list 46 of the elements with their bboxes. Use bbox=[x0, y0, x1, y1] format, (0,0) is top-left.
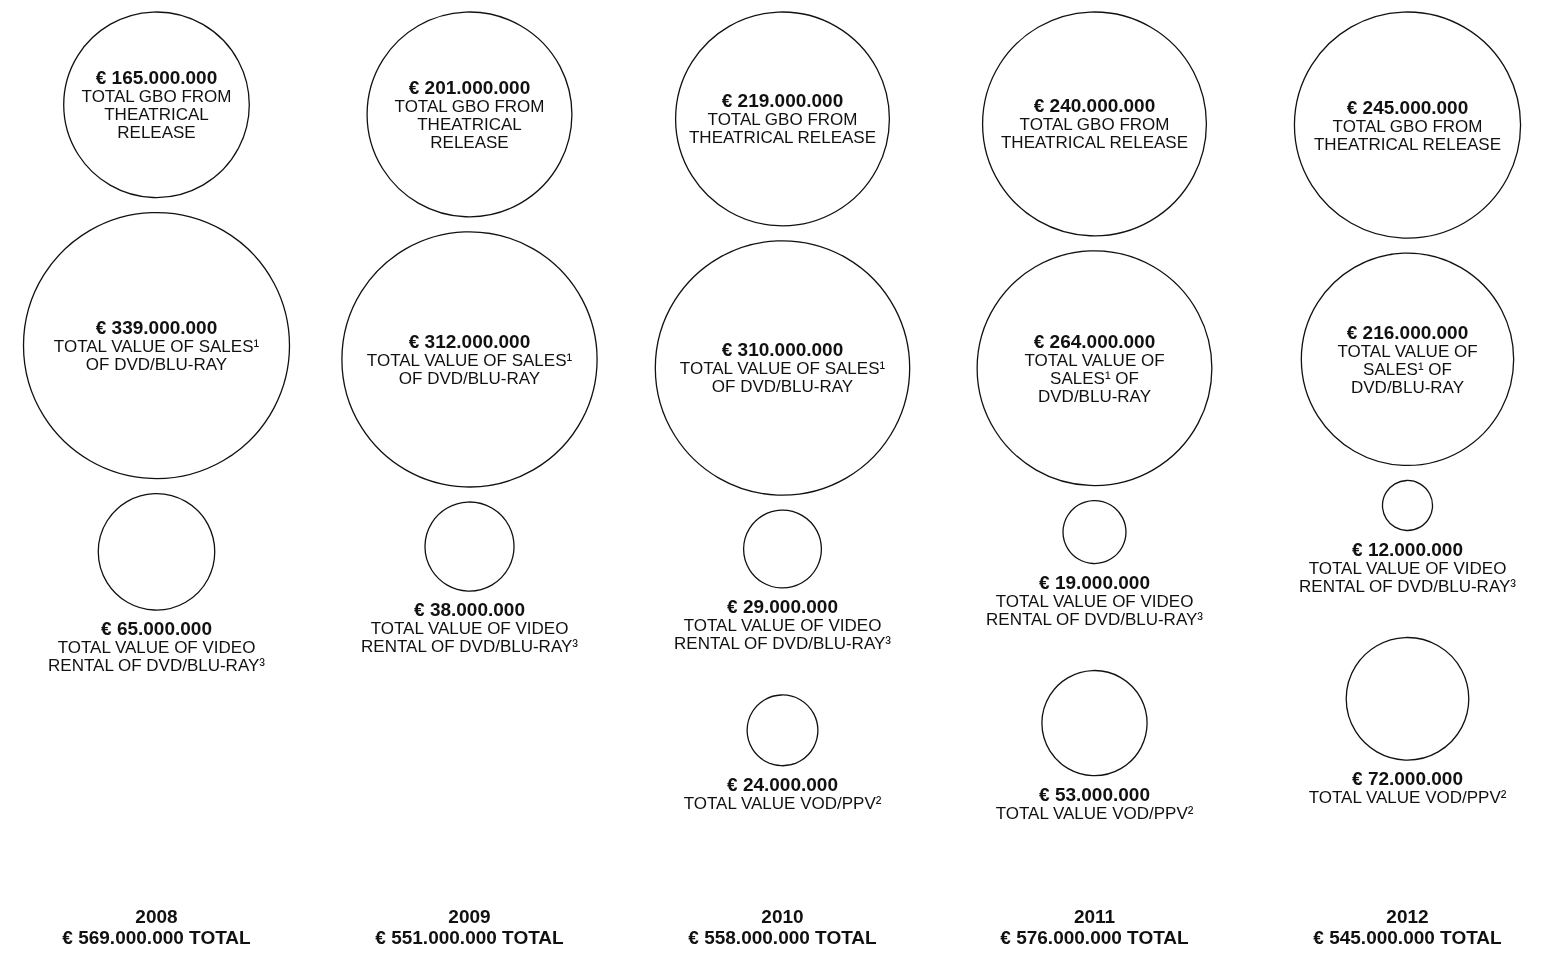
data-label: € 201.000.000 bbox=[408, 76, 531, 98]
text: TOTAL VALUE OF VIDEO RENTAL OF DVD/BLU-RAY³ bbox=[48, 638, 266, 676]
series-label: TOTAL GBO FROM THEATRICAL RELEASE bbox=[1314, 116, 1502, 154]
text: TOTAL VALUE OF VIDEO RENTAL OF DVD/BLU-RAY³ bbox=[1299, 558, 1517, 596]
text: 2009 bbox=[448, 906, 491, 927]
data-label: € 38.000.000 bbox=[413, 599, 525, 621]
text: € 545.000.000 TOTAL bbox=[1313, 927, 1503, 948]
text: TOTAL VALUE VOD/PPV² bbox=[996, 803, 1195, 823]
series-label: TOTAL VALUE OF SALES¹ OF DVD/BLU-RAY bbox=[1024, 350, 1165, 406]
data-label: € 53.000.000 bbox=[1039, 783, 1151, 805]
series-label: TOTAL VALUE OF SALES¹ OF DVD/BLU-RAY bbox=[366, 350, 573, 388]
text: 2012 bbox=[1386, 906, 1429, 927]
series-label: TOTAL VALUE OF SALES¹ OF DVD/BLU-RAY bbox=[53, 337, 260, 375]
series-label: TOTAL GBO FROM THEATRICAL RELEASE bbox=[394, 96, 545, 152]
series-label: TOTAL GBO FROM THEATRICAL RELEASE bbox=[688, 110, 876, 148]
text: TOTAL VALUE VOD/PPV² bbox=[683, 793, 882, 813]
text: 2010 bbox=[760, 906, 804, 927]
data-label: € 24.000.000 bbox=[726, 773, 838, 795]
data-label: € 240.000.000 bbox=[1034, 95, 1156, 117]
data-label: € 219.000.000 bbox=[721, 90, 843, 112]
text: € 569.000.000 TOTAL bbox=[62, 927, 252, 948]
series-label: TOTAL GBO FROM THEATRICAL RELEASE bbox=[81, 87, 232, 143]
data-label: € 165.000.000 bbox=[95, 67, 218, 89]
series-label: TOTAL VALUE OF SALES¹ OF DVD/BLU-RAY bbox=[679, 359, 886, 397]
data-label: € 312.000.000 bbox=[408, 330, 531, 352]
text: € 551.000.000 TOTAL bbox=[375, 927, 564, 948]
data-label: € 216.000.000 bbox=[1346, 321, 1469, 343]
data-label: € 339.000.000 bbox=[95, 317, 218, 339]
data-label: € 65.000.000 bbox=[101, 618, 212, 640]
text: 2008 bbox=[135, 906, 178, 927]
data-label: € 29.000.000 bbox=[726, 596, 838, 618]
text: TOTAL VALUE VOD/PPV² bbox=[1308, 788, 1507, 808]
text: 2011 bbox=[1074, 906, 1116, 927]
series-label: TOTAL VALUE OF SALES¹ OF DVD/BLU-RAY bbox=[1337, 341, 1478, 397]
text: € 576.000.000 TOTAL bbox=[1000, 927, 1190, 948]
data-label: € 310.000.000 bbox=[721, 339, 843, 361]
text: TOTAL VALUE OF VIDEO RENTAL OF DVD/BLU-RAY³ bbox=[360, 619, 579, 657]
data-label: € 12.000.000 bbox=[1352, 538, 1464, 560]
text: TOTAL VALUE OF VIDEO RENTAL OF DVD/BLU-RAY³ bbox=[986, 591, 1204, 629]
series-label: TOTAL GBO FROM THEATRICAL RELEASE bbox=[1001, 115, 1189, 153]
data-label: € 245.000.000 bbox=[1346, 96, 1469, 118]
data-label: € 264.000.000 bbox=[1034, 330, 1156, 352]
text: € 558.000.000 TOTAL bbox=[687, 927, 877, 948]
data-label: € 19.000.000 bbox=[1039, 571, 1151, 593]
text: TOTAL VALUE OF VIDEO RENTAL OF DVD/BLU-RAY³ bbox=[673, 616, 891, 654]
data-label: € 72.000.000 bbox=[1352, 768, 1464, 790]
